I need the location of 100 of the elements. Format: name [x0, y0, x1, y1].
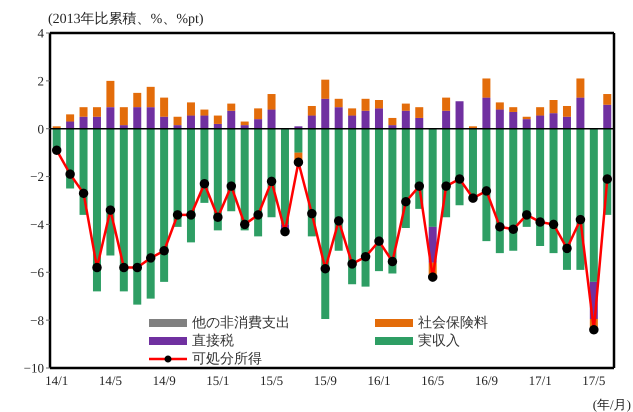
- y-tick-label: 4: [38, 26, 44, 41]
- bar: [362, 128, 370, 287]
- legend-label: 可処分所得: [192, 350, 262, 368]
- bar: [388, 118, 396, 126]
- y-tick-label: −6: [30, 264, 44, 280]
- bar: [334, 107, 343, 129]
- x-tick-label: 16/1: [367, 373, 391, 388]
- legend-label: 社会保険料: [418, 314, 488, 332]
- bar: [442, 98, 450, 111]
- bar: [268, 110, 276, 129]
- bar: [550, 100, 558, 114]
- bar: [348, 116, 356, 129]
- bar: [308, 106, 316, 116]
- bar: [308, 116, 316, 129]
- bar: [146, 107, 155, 129]
- x-tick-label: 15/9: [314, 373, 337, 388]
- x-tick-label: 16/5: [421, 373, 444, 388]
- legend-label: 他の非消費支出: [192, 314, 290, 332]
- bar: [536, 116, 544, 129]
- bar: [321, 128, 330, 319]
- bar: [482, 98, 490, 129]
- bar: [106, 107, 114, 129]
- x-tick-label: 17/5: [582, 373, 606, 388]
- bar: [550, 113, 558, 129]
- bar: [496, 128, 504, 254]
- y-tick-label: −10: [24, 360, 44, 376]
- bar: [66, 122, 74, 129]
- bar: [496, 110, 504, 129]
- bar: [133, 107, 142, 129]
- bar: [321, 80, 330, 99]
- x-tick-label: 14/5: [98, 373, 122, 388]
- bar: [200, 110, 208, 116]
- bar: [186, 102, 195, 116]
- bar: [388, 128, 396, 274]
- bar: [240, 122, 249, 126]
- bar: [590, 128, 598, 282]
- bar: [442, 110, 450, 129]
- bar: [214, 116, 222, 124]
- bar: [186, 116, 195, 129]
- y-tick-label: 2: [38, 73, 44, 88]
- bar: [254, 128, 262, 236]
- bar: [522, 128, 531, 227]
- x-tick-label: 17/1: [528, 373, 552, 388]
- bar: [294, 128, 302, 153]
- bar: [321, 98, 330, 129]
- bar: [374, 128, 383, 272]
- bar: [509, 128, 518, 251]
- bar: [362, 98, 370, 111]
- bar: [348, 128, 356, 284]
- bar: [146, 86, 155, 108]
- bar: [415, 107, 424, 118]
- legend-label: 直接税: [192, 332, 234, 350]
- bar: [576, 98, 584, 129]
- bar: [106, 80, 114, 108]
- bar: [603, 94, 612, 105]
- bar: [334, 98, 343, 108]
- bar: [146, 128, 155, 299]
- y-tick-label: −2: [30, 169, 44, 184]
- bar: [254, 119, 262, 129]
- bar: [160, 128, 168, 282]
- bar: [374, 108, 383, 129]
- bar: [603, 104, 612, 129]
- bar: [160, 98, 168, 117]
- legend-label: 実収入: [418, 332, 460, 350]
- bar: [496, 102, 504, 110]
- bar: [550, 128, 558, 254]
- bar: [92, 107, 101, 117]
- x-axis-title: (年/月): [592, 397, 631, 412]
- bar: [509, 107, 518, 112]
- bar: [227, 104, 236, 111]
- bar: [415, 118, 424, 129]
- bar: [133, 92, 142, 108]
- bar: [200, 116, 208, 129]
- bar: [522, 119, 531, 129]
- bar: [562, 128, 571, 270]
- bar: [428, 128, 437, 227]
- bar: [66, 114, 74, 122]
- bar: [160, 116, 168, 129]
- bar: [576, 78, 584, 98]
- bar: [362, 110, 370, 129]
- x-tick-label: 14/9: [152, 373, 176, 388]
- x-tick-label: 15/1: [206, 373, 230, 388]
- x-tick-label: 15/5: [260, 373, 284, 388]
- bar: [562, 116, 571, 129]
- bar: [509, 112, 518, 129]
- bar: [227, 110, 236, 129]
- bar: [120, 128, 128, 292]
- bar: [348, 108, 356, 116]
- bar: [562, 106, 571, 117]
- x-tick-label: 16/9: [474, 373, 498, 388]
- bar: [374, 100, 383, 108]
- y-tick-label: 0: [38, 121, 44, 136]
- bar: [402, 110, 410, 129]
- bar: [482, 78, 490, 98]
- bar: [186, 128, 195, 242]
- bar: [482, 128, 490, 242]
- x-tick-label: 14/1: [45, 373, 68, 388]
- y-tick-label: −4: [30, 217, 44, 232]
- bar: [402, 104, 410, 111]
- y-tick-label: −8: [30, 312, 44, 328]
